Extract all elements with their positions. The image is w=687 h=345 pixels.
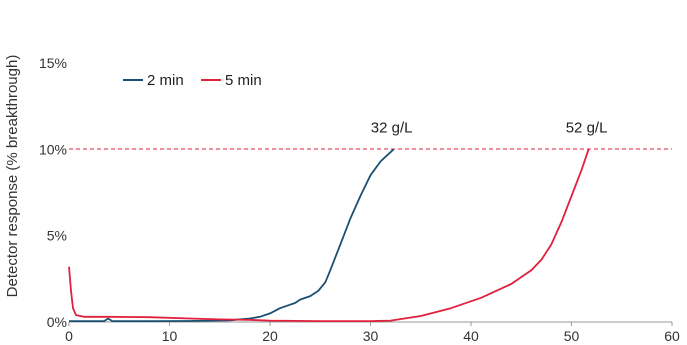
legend-label: 5 min xyxy=(225,72,262,89)
x-tick-label: 10 xyxy=(162,328,178,344)
capacity-annotation: 52 g/L xyxy=(566,119,608,136)
series-lines xyxy=(68,148,590,322)
x-tick-label: 0 xyxy=(65,328,73,344)
capacity-annotation: 32 g/L xyxy=(371,119,413,136)
annotations: 32 g/L 52 g/L xyxy=(371,119,608,136)
series-line-5-min xyxy=(68,149,590,322)
y-tick-label: 0% xyxy=(47,314,67,330)
x-tick-label: 30 xyxy=(363,328,379,344)
x-tick-label: 50 xyxy=(564,328,580,344)
y-axis-label: Detector response (% breakthrough) xyxy=(4,55,21,298)
y-tick-label: 5% xyxy=(47,228,67,244)
y-axis-ticks: 0% 5% 10% 15% xyxy=(39,55,67,330)
x-tick-label: 20 xyxy=(262,328,278,344)
y-tick-label: 10% xyxy=(39,141,67,157)
x-axis-ticks: 0 10 20 30 40 50 60 xyxy=(65,322,680,344)
legend: 2 min 5 min xyxy=(123,72,262,89)
x-tick-label: 40 xyxy=(463,328,479,344)
y-tick-label: 15% xyxy=(39,55,67,71)
legend-label: 2 min xyxy=(147,72,184,89)
x-tick-label: 60 xyxy=(664,328,680,344)
series-line-2-min xyxy=(69,148,395,322)
